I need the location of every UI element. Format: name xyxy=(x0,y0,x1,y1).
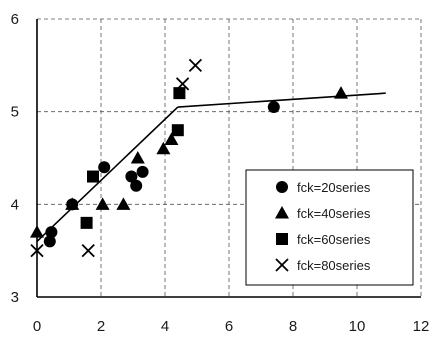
data-point-cross xyxy=(81,244,95,258)
legend-marker-square xyxy=(276,233,288,245)
tick-labels: 3 4 5 6 0 2 4 6 8 10 12 xyxy=(11,11,429,335)
data-point-circle xyxy=(45,226,58,239)
data-point-circle xyxy=(267,101,280,114)
x-tick-label: 2 xyxy=(97,318,105,335)
cross-stroke xyxy=(188,58,203,72)
x-tick-label: 8 xyxy=(289,318,297,335)
data-point-triangle xyxy=(65,197,80,210)
legend-box xyxy=(245,169,414,286)
data-points xyxy=(30,58,348,258)
x-tick-label: 12 xyxy=(413,318,429,335)
cross-stroke xyxy=(81,244,95,258)
data-point-cross xyxy=(30,244,44,258)
data-point-square xyxy=(87,170,99,183)
data-point-triangle xyxy=(164,132,179,145)
data-point-circle xyxy=(130,179,143,192)
data-point-cross xyxy=(188,58,203,72)
legend-marker-triangle xyxy=(275,206,289,219)
y-tick-label: 3 xyxy=(11,289,19,306)
legend-label: fck=20series xyxy=(297,180,371,195)
cross-stroke xyxy=(175,77,190,91)
x-tick-label: 4 xyxy=(161,318,169,335)
data-point-triangle xyxy=(334,86,348,99)
x-tick-label: 0 xyxy=(33,318,41,335)
data-point-square xyxy=(173,87,186,100)
x-tick-label: 10 xyxy=(349,318,366,335)
legend-label: fck=80series xyxy=(297,258,371,273)
data-point-triangle xyxy=(156,141,171,155)
y-tick-label: 4 xyxy=(11,196,19,213)
legend-label: fck=40series xyxy=(297,206,371,221)
cross-stroke xyxy=(30,244,44,258)
data-point-square xyxy=(171,124,184,137)
fit-lines xyxy=(36,92,386,242)
data-point-triangle xyxy=(130,151,145,164)
legend-marker-cross xyxy=(275,258,289,272)
legend-label: fck=60series xyxy=(297,232,371,247)
data-point-triangle xyxy=(95,197,110,210)
legend: fck=20series fck=40series fck=60series fck=… xyxy=(245,169,414,286)
data-point-triangle xyxy=(30,225,44,238)
data-point-triangle xyxy=(116,197,131,210)
data-point-square xyxy=(80,216,93,229)
data-point-circle xyxy=(125,170,138,183)
data-point-circle xyxy=(43,235,56,248)
y-tick-label: 5 xyxy=(11,104,19,121)
cross-stroke xyxy=(275,258,289,272)
y-tick-label: 6 xyxy=(11,11,19,28)
fit-line xyxy=(36,106,179,242)
data-point-cross xyxy=(175,77,190,91)
data-point-circle xyxy=(136,165,149,178)
fit-line xyxy=(177,92,386,108)
data-point-circle xyxy=(98,161,111,174)
x-tick-label: 6 xyxy=(225,318,233,335)
legend-marker-circle xyxy=(276,181,288,193)
